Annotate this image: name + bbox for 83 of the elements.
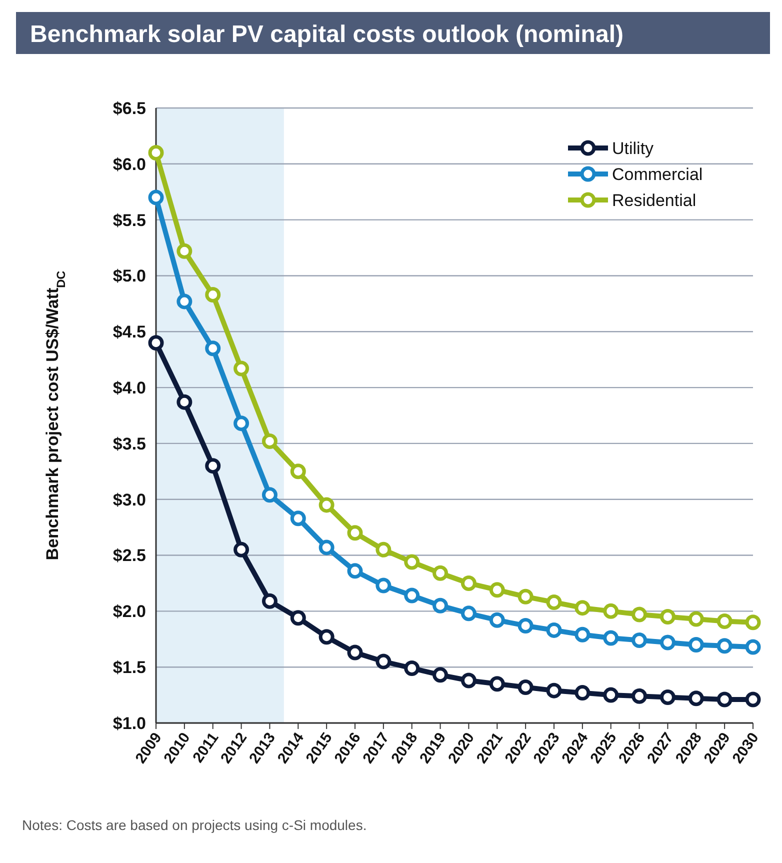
point xyxy=(546,594,562,610)
point xyxy=(745,692,761,708)
point xyxy=(404,660,420,676)
legend-label: Residential xyxy=(612,190,696,210)
point xyxy=(716,613,732,629)
point xyxy=(262,593,278,609)
point xyxy=(489,582,505,598)
legend-label: Utility xyxy=(612,138,654,158)
point xyxy=(205,340,221,356)
point xyxy=(546,622,562,638)
point xyxy=(574,600,590,616)
point xyxy=(290,610,306,626)
point xyxy=(716,692,732,708)
y-tick-label: $4.5 xyxy=(112,322,146,342)
point xyxy=(432,667,448,683)
y-tick-label: $1.5 xyxy=(112,658,146,678)
y-tick-label: $1.0 xyxy=(112,714,146,733)
y-tick-label: $5.5 xyxy=(112,210,146,230)
point xyxy=(460,575,476,591)
y-tick-label: $3.0 xyxy=(112,490,146,510)
point xyxy=(205,286,221,302)
point xyxy=(404,588,420,604)
point xyxy=(148,144,164,160)
point xyxy=(546,682,562,698)
point xyxy=(632,606,648,622)
point xyxy=(262,487,278,503)
point xyxy=(432,565,448,581)
y-tick-label: $2.0 xyxy=(112,602,146,622)
point xyxy=(660,634,676,650)
point xyxy=(176,294,192,310)
point xyxy=(660,690,676,706)
point xyxy=(574,685,590,701)
y-tick-label: $6.0 xyxy=(112,154,146,174)
point xyxy=(347,644,363,660)
point xyxy=(518,679,534,695)
point xyxy=(290,464,306,480)
point xyxy=(518,618,534,634)
point xyxy=(176,394,192,410)
point xyxy=(603,603,619,619)
legend-label: Commercial xyxy=(612,164,703,184)
point xyxy=(632,632,648,648)
point xyxy=(176,243,192,259)
y-tick-label: $4.0 xyxy=(112,378,146,398)
y-tick-label: $6.5 xyxy=(112,98,146,118)
chart-title: Benchmark solar PV capital costs outlook (nominal) xyxy=(30,21,624,48)
point xyxy=(148,190,164,206)
point xyxy=(376,578,392,594)
point xyxy=(518,588,534,604)
point xyxy=(489,676,505,692)
point xyxy=(460,672,476,688)
point xyxy=(460,606,476,622)
point xyxy=(716,638,732,654)
text: Notes: Costs are based on projects using c-Si modules. xyxy=(22,817,367,833)
point xyxy=(432,598,448,614)
point xyxy=(205,458,221,474)
point xyxy=(489,612,505,628)
point xyxy=(318,497,334,513)
point xyxy=(632,688,648,704)
y-tick-label: $5.0 xyxy=(112,266,146,286)
point xyxy=(318,540,334,556)
point xyxy=(688,636,704,652)
point xyxy=(290,510,306,526)
point xyxy=(745,614,761,630)
point xyxy=(376,542,392,558)
point xyxy=(318,629,334,645)
point xyxy=(234,542,250,558)
point xyxy=(660,609,676,625)
point xyxy=(376,654,392,670)
point xyxy=(234,360,250,376)
point xyxy=(574,626,590,642)
point xyxy=(745,639,761,655)
point xyxy=(688,611,704,627)
point xyxy=(347,525,363,541)
point xyxy=(603,630,619,646)
point xyxy=(603,687,619,703)
y-tick-label: $2.5 xyxy=(112,546,146,566)
point xyxy=(234,416,250,432)
point xyxy=(347,563,363,579)
point xyxy=(404,554,420,570)
point xyxy=(688,690,704,706)
point xyxy=(262,433,278,449)
point xyxy=(148,335,164,351)
y-tick-label: $3.5 xyxy=(112,434,146,454)
